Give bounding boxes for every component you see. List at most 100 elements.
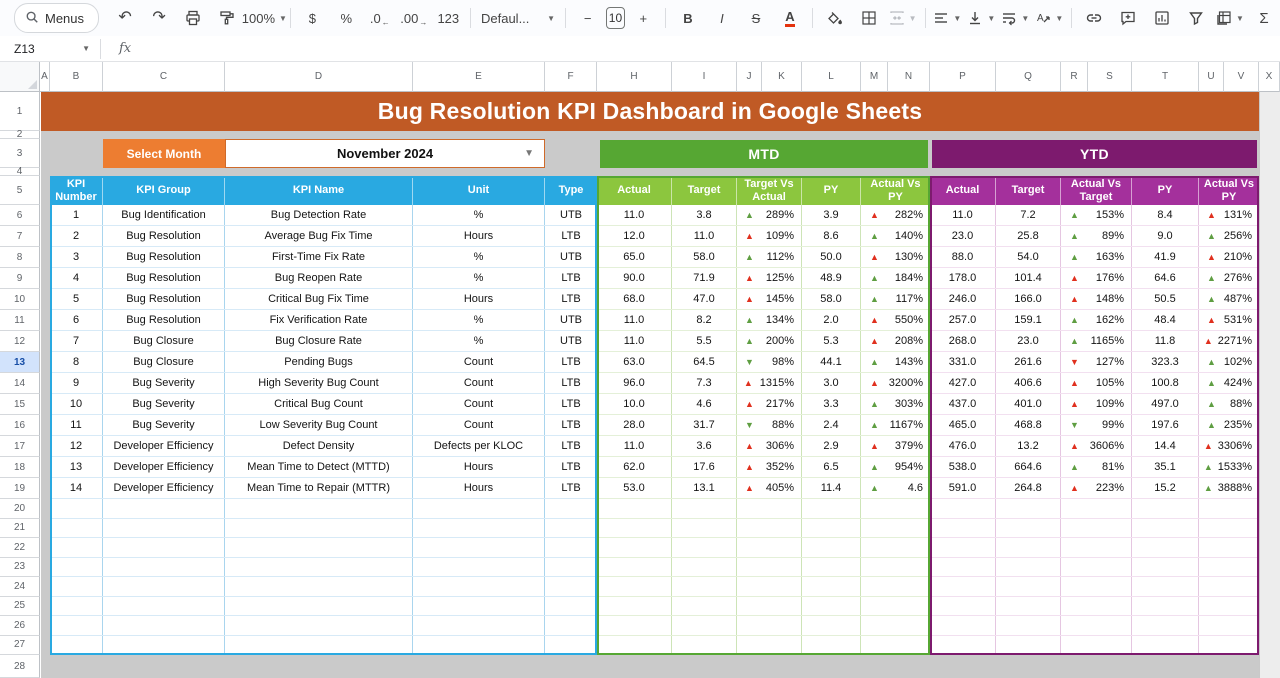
table-cell[interactable]: ▲148%	[1061, 289, 1132, 309]
table-cell[interactable]: Count	[413, 352, 545, 372]
table-cell[interactable]	[672, 616, 737, 635]
table-cell[interactable]: 3.9	[802, 205, 861, 225]
table-cell[interactable]	[996, 636, 1061, 655]
table-cell[interactable]: Bug Closure	[103, 331, 225, 351]
table-cell[interactable]: 88.0	[930, 247, 996, 267]
table-cell[interactable]: Bug Closure	[103, 352, 225, 372]
column-header-cell[interactable]: KPI Name	[225, 176, 413, 205]
table-cell[interactable]	[1132, 558, 1199, 577]
table-cell[interactable]	[225, 616, 413, 635]
table-cell[interactable]: ▲208%	[861, 331, 930, 351]
table-cell[interactable]: Developer Efficiency	[103, 478, 225, 498]
row-number[interactable]: 7	[0, 226, 40, 247]
ytd-section-header[interactable]: YTD	[932, 140, 1257, 168]
print-button[interactable]	[177, 5, 209, 31]
table-cell[interactable]: Hours	[413, 478, 545, 498]
insert-comment-button[interactable]	[1112, 5, 1144, 31]
table-cell[interactable]: 68.0	[597, 289, 672, 309]
column-letter[interactable]: V	[1224, 62, 1259, 92]
table-cell[interactable]: 664.6	[996, 457, 1061, 477]
row-number[interactable]: 13	[0, 352, 40, 373]
table-cell[interactable]: 25.8	[996, 226, 1061, 246]
table-cell[interactable]: 11.0	[672, 226, 737, 246]
table-cell[interactable]: 50.5	[1132, 289, 1199, 309]
row-number[interactable]: 2	[0, 131, 40, 139]
table-cell[interactable]	[597, 558, 672, 577]
table-cell[interactable]: LTB	[545, 478, 597, 498]
table-cell[interactable]: 331.0	[930, 352, 996, 372]
table-cell[interactable]	[103, 499, 225, 518]
table-cell[interactable]: Count	[413, 394, 545, 414]
row-number[interactable]: 6	[0, 205, 40, 226]
table-cell[interactable]: 14	[50, 478, 103, 498]
table-cell[interactable]: ▲176%	[1061, 268, 1132, 288]
table-cell[interactable]: Bug Reopen Rate	[225, 268, 413, 288]
row-number[interactable]: 22	[0, 538, 40, 558]
table-cell[interactable]: 4	[50, 268, 103, 288]
table-cell[interactable]: ▼88%	[737, 415, 802, 435]
table-cell[interactable]: Bug Severity	[103, 394, 225, 414]
table-cell[interactable]: 257.0	[930, 310, 996, 330]
table-cell[interactable]: 10	[50, 394, 103, 414]
table-cell[interactable]	[737, 616, 802, 635]
column-header-cell[interactable]: Actual Vs PY	[1199, 176, 1259, 205]
table-cell[interactable]: ▲109%	[1061, 394, 1132, 414]
table-cell[interactable]	[930, 577, 996, 596]
table-cell[interactable]: 101.4	[996, 268, 1061, 288]
table-cell[interactable]	[545, 499, 597, 518]
table-cell[interactable]	[225, 558, 413, 577]
column-letter[interactable]: M	[861, 62, 888, 92]
table-cell[interactable]: ▲1533%	[1199, 457, 1259, 477]
table-cell[interactable]	[802, 558, 861, 577]
column-letter[interactable]: I	[672, 62, 737, 92]
table-cell[interactable]: ▲130%	[861, 247, 930, 267]
table-cell[interactable]: ▲112%	[737, 247, 802, 267]
table-cell[interactable]	[103, 519, 225, 538]
table-cell[interactable]	[996, 558, 1061, 577]
table-cell[interactable]: 8	[50, 352, 103, 372]
table-cell[interactable]	[1199, 519, 1259, 538]
table-cell[interactable]: 2.4	[802, 415, 861, 435]
table-cell[interactable]	[1061, 636, 1132, 655]
format-percent-button[interactable]: %	[330, 5, 362, 31]
table-cell[interactable]: 406.6	[996, 373, 1061, 393]
table-cell[interactable]: Bug Severity	[103, 415, 225, 435]
table-cell[interactable]	[996, 597, 1061, 616]
table-cell[interactable]: ▲256%	[1199, 226, 1259, 246]
row-number[interactable]: 25	[0, 597, 40, 617]
decrease-decimal-button[interactable]: .0←	[364, 5, 396, 31]
font-size-increase-button[interactable]: +	[627, 5, 659, 31]
table-cell[interactable]	[50, 538, 103, 557]
table-cell[interactable]	[861, 597, 930, 616]
table-cell[interactable]	[737, 597, 802, 616]
table-cell[interactable]: ▲487%	[1199, 289, 1259, 309]
column-letter[interactable]: P	[930, 62, 996, 92]
functions-button[interactable]: Σ	[1248, 5, 1280, 31]
table-cell[interactable]	[413, 636, 545, 655]
table-cell[interactable]: ▲276%	[1199, 268, 1259, 288]
table-cell[interactable]: ▲117%	[861, 289, 930, 309]
row-number[interactable]: 18	[0, 457, 40, 478]
insert-chart-button[interactable]	[1146, 5, 1178, 31]
table-cell[interactable]	[672, 519, 737, 538]
table-cell[interactable]: 54.0	[996, 247, 1061, 267]
table-cell[interactable]: ▲153%	[1061, 205, 1132, 225]
table-cell[interactable]	[672, 636, 737, 655]
table-cell[interactable]: 65.0	[597, 247, 672, 267]
column-header-cell[interactable]: Actual	[930, 176, 996, 205]
table-cell[interactable]: 17.6	[672, 457, 737, 477]
table-cell[interactable]: 7.2	[996, 205, 1061, 225]
table-cell[interactable]: Critical Bug Count	[225, 394, 413, 414]
table-cell[interactable]: Bug Resolution	[103, 226, 225, 246]
table-cell[interactable]: High Severity Bug Count	[225, 373, 413, 393]
table-cell[interactable]: Developer Efficiency	[103, 457, 225, 477]
column-header-cell[interactable]: Target	[672, 176, 737, 205]
table-cell[interactable]: 44.1	[802, 352, 861, 372]
column-letter[interactable]: J	[737, 62, 762, 92]
table-cell[interactable]: Bug Identification	[103, 205, 225, 225]
table-cell[interactable]	[737, 538, 802, 557]
table-cell[interactable]: ▲282%	[861, 205, 930, 225]
table-cell[interactable]	[413, 577, 545, 596]
table-cell[interactable]: 2	[50, 226, 103, 246]
table-cell[interactable]: 58.0	[672, 247, 737, 267]
